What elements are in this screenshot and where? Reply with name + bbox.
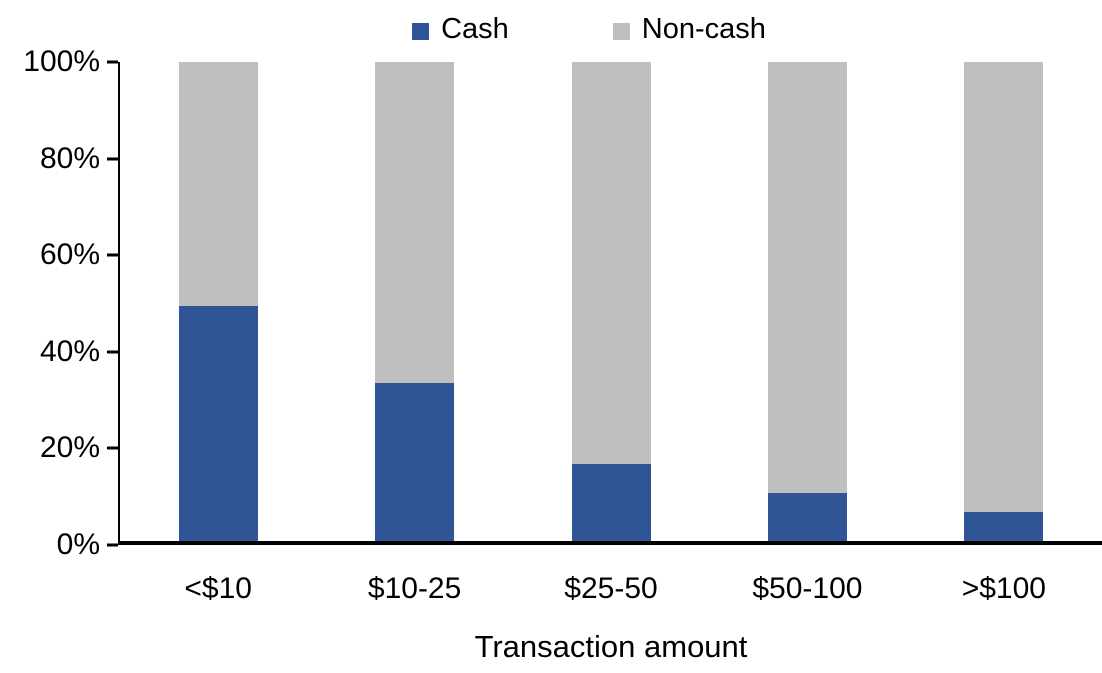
y-axis: 0% 20% 40% 60% 80% 100% [0, 47, 118, 560]
legend-item-cash: Cash [412, 15, 509, 47]
bar-slot [120, 62, 316, 541]
y-tick-label: 100% [23, 45, 100, 78]
stacked-bar [964, 62, 1044, 541]
stacked-bar [178, 62, 258, 541]
y-tick-label: 0% [56, 528, 100, 561]
bar-slot [709, 62, 905, 541]
cash-segment [375, 382, 455, 541]
y-tick-label: 60% [39, 238, 100, 272]
cash-segment [571, 464, 651, 541]
x-tick-label: $50-100 [752, 572, 863, 605]
x-tick-label: $25-50 [564, 572, 658, 605]
y-tick-mark [107, 157, 118, 161]
x-axis-labels: <$10 $10-25 $25-50 $50-100 >$100 [120, 549, 1102, 605]
legend-item-noncash: Non-cash [612, 13, 766, 47]
x-tick-label: $10-25 [367, 572, 462, 605]
stacked-bar [375, 62, 455, 541]
cash-legend-swatch-icon [412, 22, 430, 40]
noncash-segment [178, 62, 258, 307]
y-tick-mark [107, 60, 118, 64]
x-tick-label: >$100 [961, 572, 1046, 605]
bar-slot [906, 62, 1102, 541]
plot-area [118, 62, 1102, 545]
cash-segment [964, 512, 1044, 541]
legend-label-cash: Cash [441, 13, 509, 45]
y-tick-label: 80% [39, 141, 100, 175]
plot-row: 0% 20% 40% 60% 80% 100% [0, 47, 1102, 560]
y-tick-mark [107, 350, 118, 354]
cash-segment [767, 493, 847, 541]
bar-slot [316, 62, 512, 541]
bar-slot [513, 62, 709, 541]
bars-container [120, 62, 1102, 541]
stacked-bar [571, 62, 651, 541]
x-tick-label: <$10 [184, 572, 252, 605]
y-tick-label: 40% [39, 334, 100, 368]
noncash-segment [767, 62, 847, 494]
y-tick-label: 20% [39, 431, 100, 465]
cash-segment [178, 306, 258, 541]
y-tick-mark [107, 253, 118, 257]
noncash-segment [964, 62, 1044, 513]
y-tick-mark [107, 543, 118, 547]
stacked-bar [767, 62, 847, 541]
noncash-segment [571, 62, 651, 465]
chart-legend: Cash Non-cash [0, 0, 1102, 62]
legend-label-noncash: Non-cash [641, 13, 766, 45]
y-tick-mark [107, 446, 118, 450]
x-axis-title: Transaction amount [474, 629, 748, 664]
noncash-legend-swatch-icon [612, 22, 630, 40]
noncash-segment [375, 62, 455, 383]
